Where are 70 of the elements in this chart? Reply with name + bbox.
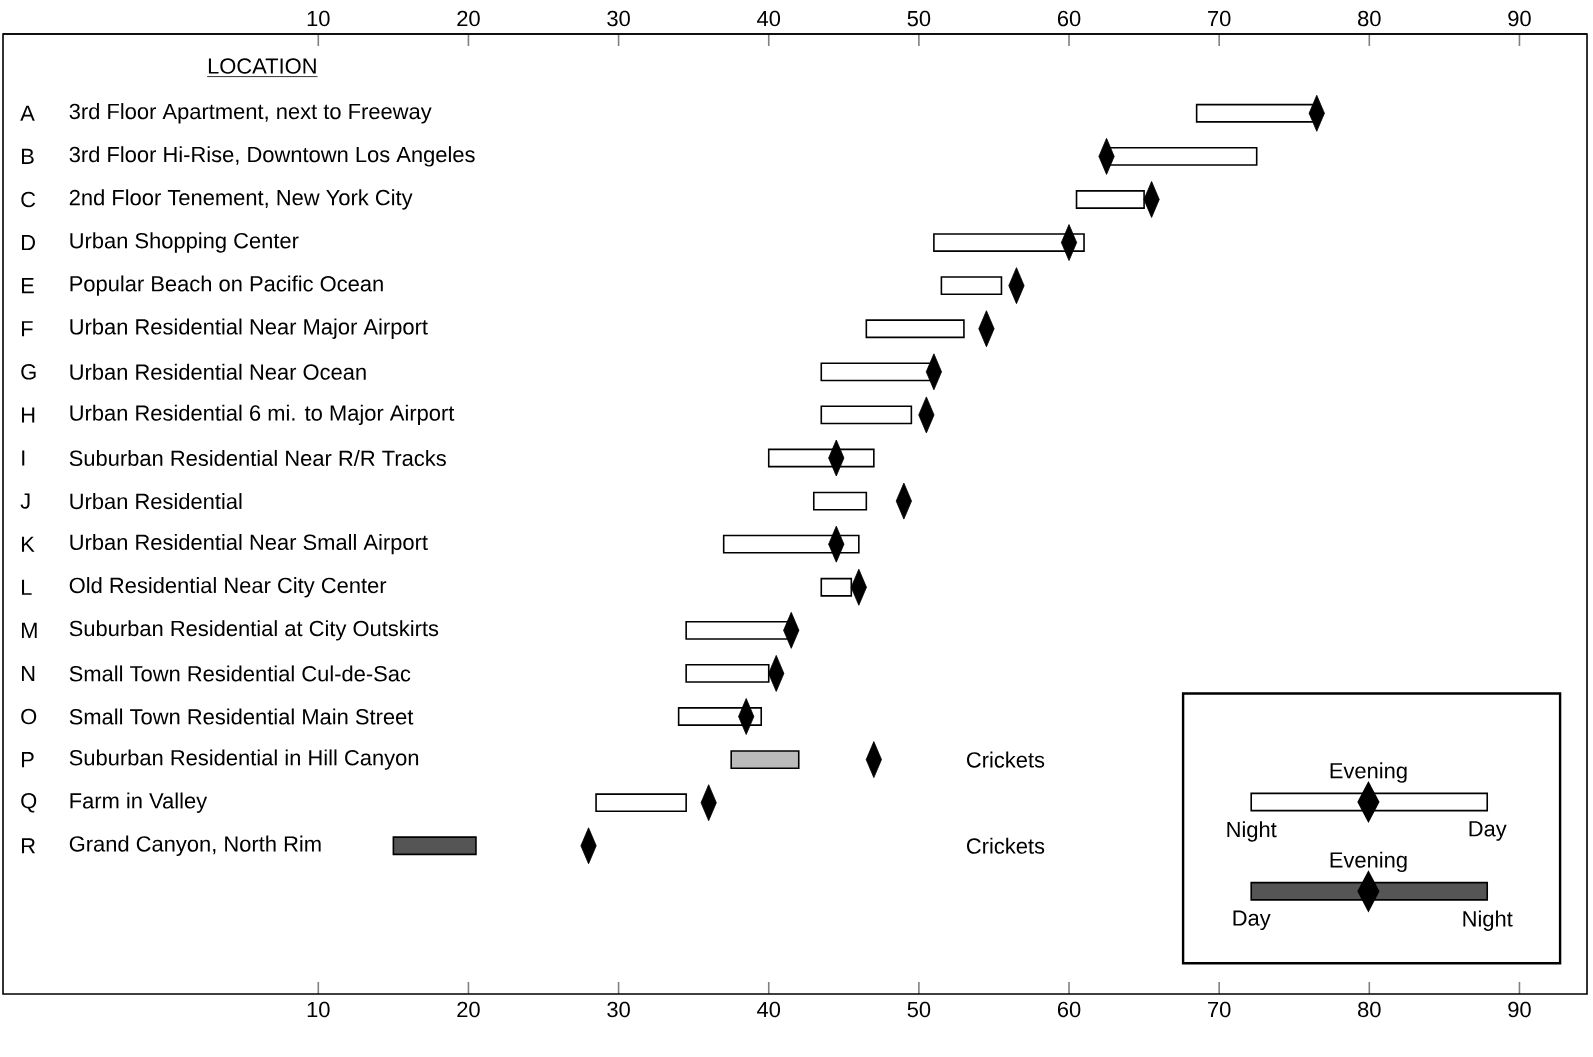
annotation: N (22, 665, 35, 681)
bar (730, 750, 800, 770)
annotation: R (22, 838, 36, 854)
y-tick-label: Suburban Residential Near R/R Tracks (69, 449, 446, 467)
y-tick-label: 3rd Floor Apartment, next to Freeway (69, 103, 432, 124)
x2-tick-label: 60 (1057, 1001, 1081, 1018)
bar (812, 491, 868, 511)
y-tick-label: Urban Residential (70, 493, 242, 510)
x2-tick-label: 90 (1508, 1001, 1531, 1018)
y-tick-label: Small Town Residential Main Street (69, 708, 414, 725)
x2-tick-label: 30 (607, 1001, 630, 1018)
annotation: Crickets (966, 751, 1045, 768)
text: Night (1463, 910, 1513, 931)
y-tick-label: Urban Residential Near Ocean (70, 363, 366, 380)
y-tick-label: Urban Residential 6 mi. to Major Airport (70, 404, 455, 426)
annotation: F (22, 321, 33, 337)
x-tick-label: 20 (457, 10, 480, 27)
annotation: C (21, 191, 36, 208)
annotation: J (20, 493, 30, 509)
x2-tick-label: 80 (1358, 1001, 1381, 1018)
y-tick-label: Urban Shopping Center (70, 232, 299, 253)
annotation: I (22, 450, 25, 466)
annotation: A (20, 105, 35, 121)
annotation: Night (1227, 821, 1277, 842)
y-tick-label: Farm in Valley (70, 792, 208, 813)
annotation: K (22, 536, 35, 552)
annotation: L (22, 579, 32, 595)
y-tick-label: Urban Residential Near Major Airport (70, 318, 428, 339)
y-tick-label: Small Town Residential Cul-de-Sac (69, 665, 411, 682)
y-tick-label: 3rd Floor Hi-Rise, Downtown Los Angeles (69, 146, 475, 167)
annotation: H (22, 407, 35, 423)
text: Evening (1330, 762, 1407, 783)
x2-tick-label: 50 (907, 1001, 931, 1018)
x-tick-label: 90 (1508, 10, 1531, 27)
x2-tick-label: 10 (307, 1001, 330, 1018)
x-tick-label: 50 (907, 10, 931, 27)
text: Day (1233, 910, 1271, 931)
annotation: B (22, 148, 34, 164)
x2-tick-label: 20 (457, 1001, 480, 1018)
y-tick-label: Grand Canyon, North Rim (69, 835, 321, 856)
x-tick-label: 70 (1208, 10, 1231, 27)
y-tick-label: Old Residential Near City Center (69, 577, 387, 598)
annotation: G (21, 364, 36, 380)
annotation: Day (1469, 821, 1507, 841)
x-tick-label: 40 (757, 10, 781, 27)
annotation: P (22, 752, 34, 768)
y-tick-label: Suburban Residential at City Outskirts (69, 620, 439, 641)
annotation: M (22, 622, 37, 638)
x-tick-label: 30 (607, 10, 630, 27)
annotation: O (21, 708, 37, 725)
x-tick-label: 60 (1057, 10, 1081, 27)
annotation: E (22, 278, 34, 294)
y-tick-label: Urban Residential Near Small Airport (70, 533, 428, 555)
annotation: Q (21, 793, 37, 813)
y-tick-label: 2nd Floor Tenement, New York City (69, 189, 413, 210)
annotation: Crickets (966, 837, 1045, 854)
bar (865, 319, 965, 339)
bar (392, 836, 477, 856)
y-tick-label: Suburban Residential in Hill Canyon (69, 749, 419, 770)
text: Evening (1330, 851, 1407, 873)
x-tick-label: 10 (307, 10, 330, 27)
x-tick-label: 80 (1358, 10, 1381, 27)
y-tick-label: Popular Beach on Pacific Ocean (70, 275, 383, 296)
bar (595, 793, 687, 813)
bar (820, 405, 913, 425)
annotation: D (22, 235, 35, 251)
text: LOCATION (208, 58, 316, 74)
bar (940, 276, 1003, 296)
x2-tick-label: 70 (1208, 1001, 1231, 1018)
x2-tick-label: 40 (757, 1001, 781, 1018)
